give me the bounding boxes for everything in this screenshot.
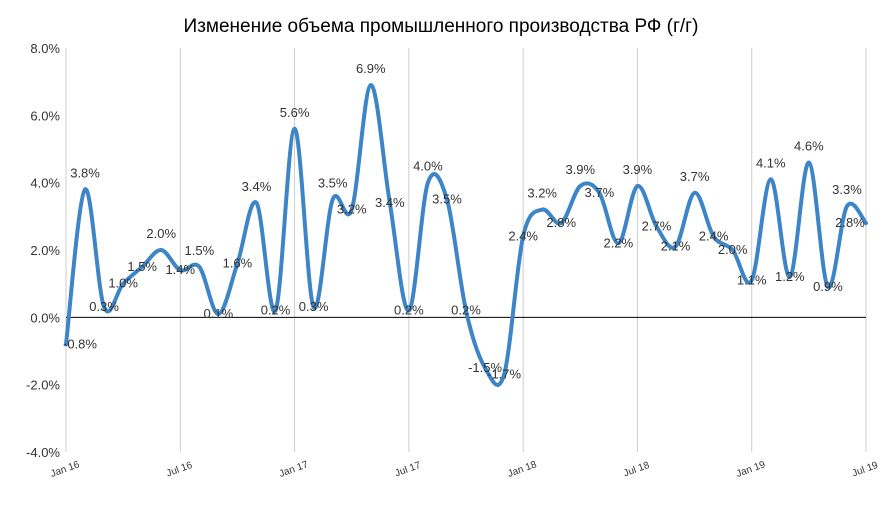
data-label-layer: -0.8% 3.8% 0.3% 1.0% 1.5% 2.0% 1.4% 1.5% 0.1% 1.6…: [63, 61, 865, 382]
data-label: 3.2%: [527, 186, 557, 201]
data-label: 0.2%: [451, 303, 481, 318]
data-label: 2.4%: [699, 229, 729, 244]
data-label: 3.2%: [337, 202, 367, 217]
x-tick-label: Jan 19: [735, 459, 767, 480]
data-label: 0.1%: [204, 306, 234, 321]
data-label: -1.7%: [487, 367, 521, 382]
data-label: 3.9%: [623, 162, 653, 177]
data-label: 2.7%: [642, 218, 672, 233]
data-label: 1.4%: [165, 262, 195, 277]
data-label: 3.3%: [832, 182, 862, 197]
data-label: -0.8%: [63, 336, 97, 351]
grid-layer: [65, 48, 867, 452]
chart-title: Изменение объема промышленного производс…: [183, 16, 699, 37]
data-label: 3.4%: [375, 195, 405, 210]
data-label: 3.5%: [432, 192, 462, 207]
x-tick-label: Jan 17: [278, 459, 310, 480]
x-tick-label: Jan 16: [49, 459, 81, 480]
data-label: 0.9%: [813, 279, 843, 294]
data-label: -1.5%: [468, 360, 502, 375]
data-label: 3.8%: [70, 165, 100, 180]
data-label: 2.0%: [718, 242, 748, 257]
y-tick-label: -4.0%: [26, 445, 60, 460]
data-label: 3.4%: [242, 179, 272, 194]
y-tick-label: 2.0%: [30, 243, 60, 258]
data-label: 2.8%: [546, 215, 576, 230]
data-label: 2.4%: [508, 229, 538, 244]
data-label: 1.5%: [185, 243, 215, 258]
data-label: 0.2%: [261, 303, 291, 318]
x-tick-label: Jul 17: [394, 460, 423, 480]
x-tick-label: Jul 18: [622, 460, 651, 480]
data-label: 0.2%: [394, 303, 424, 318]
data-label: 3.7%: [680, 169, 710, 184]
data-label: 4.1%: [756, 155, 786, 170]
data-label: 0.3%: [89, 299, 119, 314]
data-label: 1.1%: [737, 272, 767, 287]
data-label: 3.5%: [318, 176, 348, 191]
data-label: 2.0%: [146, 226, 176, 241]
series-line: [64, 82, 868, 387]
data-label: 1.2%: [775, 269, 805, 284]
data-label: 2.8%: [835, 215, 865, 230]
y-tick-label: 8.0%: [30, 41, 60, 56]
data-label: 1.5%: [127, 259, 157, 274]
series-layer: [64, 82, 868, 387]
data-label: 4.6%: [794, 138, 824, 153]
x-tick-label: Jul 16: [165, 460, 194, 480]
data-label: 3.7%: [585, 185, 615, 200]
data-label: 2.1%: [661, 239, 691, 254]
y-tick-label: 4.0%: [30, 176, 60, 191]
data-label: 2.2%: [604, 235, 634, 250]
y-tick-label: 0.0%: [30, 310, 60, 325]
y-tick-label: 6.0%: [30, 108, 60, 123]
y-tick-label: -2.0%: [26, 378, 60, 393]
data-label: 6.9%: [356, 61, 386, 76]
data-label: 0.3%: [299, 299, 329, 314]
data-label: 1.0%: [108, 276, 138, 291]
data-label: 1.6%: [223, 255, 253, 270]
data-label: 4.0%: [413, 159, 443, 174]
data-label: 3.9%: [565, 162, 595, 177]
x-tick-label: Jan 18: [506, 459, 538, 480]
data-label: 5.6%: [280, 105, 310, 120]
x-tick-label: Jul 19: [851, 460, 880, 480]
